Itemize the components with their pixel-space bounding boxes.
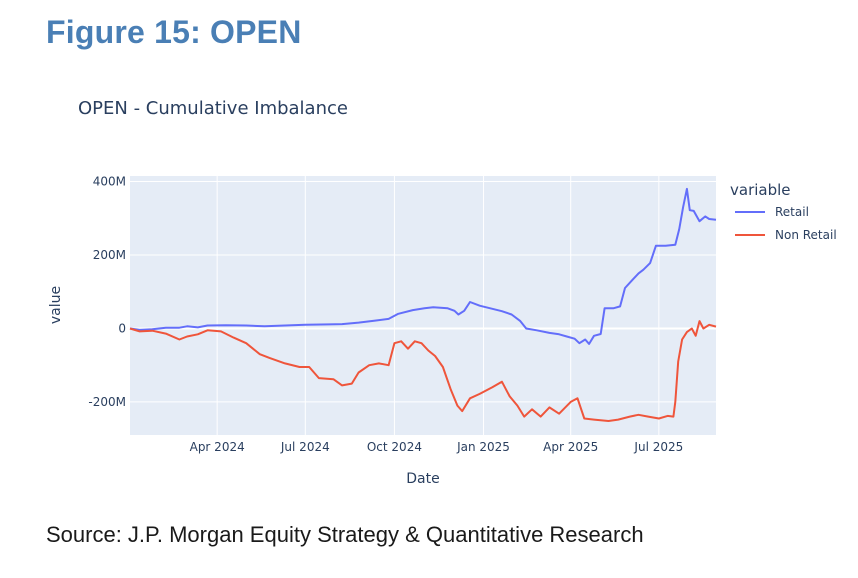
legend-title: variable: [730, 181, 791, 199]
series-lines: [129, 187, 717, 422]
plot-area: [130, 176, 716, 435]
legend: variable Retail Non Retail: [730, 181, 837, 242]
x-axis-label: Date: [406, 471, 439, 487]
y-tick-label: -200M: [88, 395, 126, 409]
y-axis-ticks: -200M 0 200M 400M: [88, 175, 126, 409]
chart: OPEN - Cumulative Imbalance -200M 0 200M 40…: [48, 98, 837, 487]
series-line-retail: [129, 187, 717, 345]
gridlines: [130, 176, 716, 435]
y-tick-label: 0: [118, 321, 126, 335]
chart-title: OPEN - Cumulative Imbalance: [78, 98, 348, 119]
legend-label-non-retail: Non Retail: [775, 228, 837, 242]
x-axis-ticks: Apr 2024 Jul 2024 Oct 2024 Jan 2025 Apr 2025…: [190, 440, 684, 454]
x-tick-label: Apr 2024: [190, 440, 245, 454]
figure-title: Figure 15: OPEN: [46, 14, 302, 50]
x-tick-label: Oct 2024: [367, 440, 422, 454]
y-tick-label: 400M: [93, 175, 126, 189]
y-tick-label: 200M: [93, 248, 126, 262]
x-tick-label: Apr 2025: [543, 440, 598, 454]
x-tick-label: Jan 2025: [456, 440, 510, 454]
y-axis-label: value: [48, 286, 64, 324]
legend-label-retail: Retail: [775, 205, 809, 219]
source-note: Source: J.P. Morgan Equity Strategy & Qu…: [46, 522, 644, 547]
x-tick-label: Jul 2025: [633, 440, 683, 454]
x-tick-label: Jul 2024: [280, 440, 330, 454]
series-line-non-retail: [129, 320, 717, 422]
